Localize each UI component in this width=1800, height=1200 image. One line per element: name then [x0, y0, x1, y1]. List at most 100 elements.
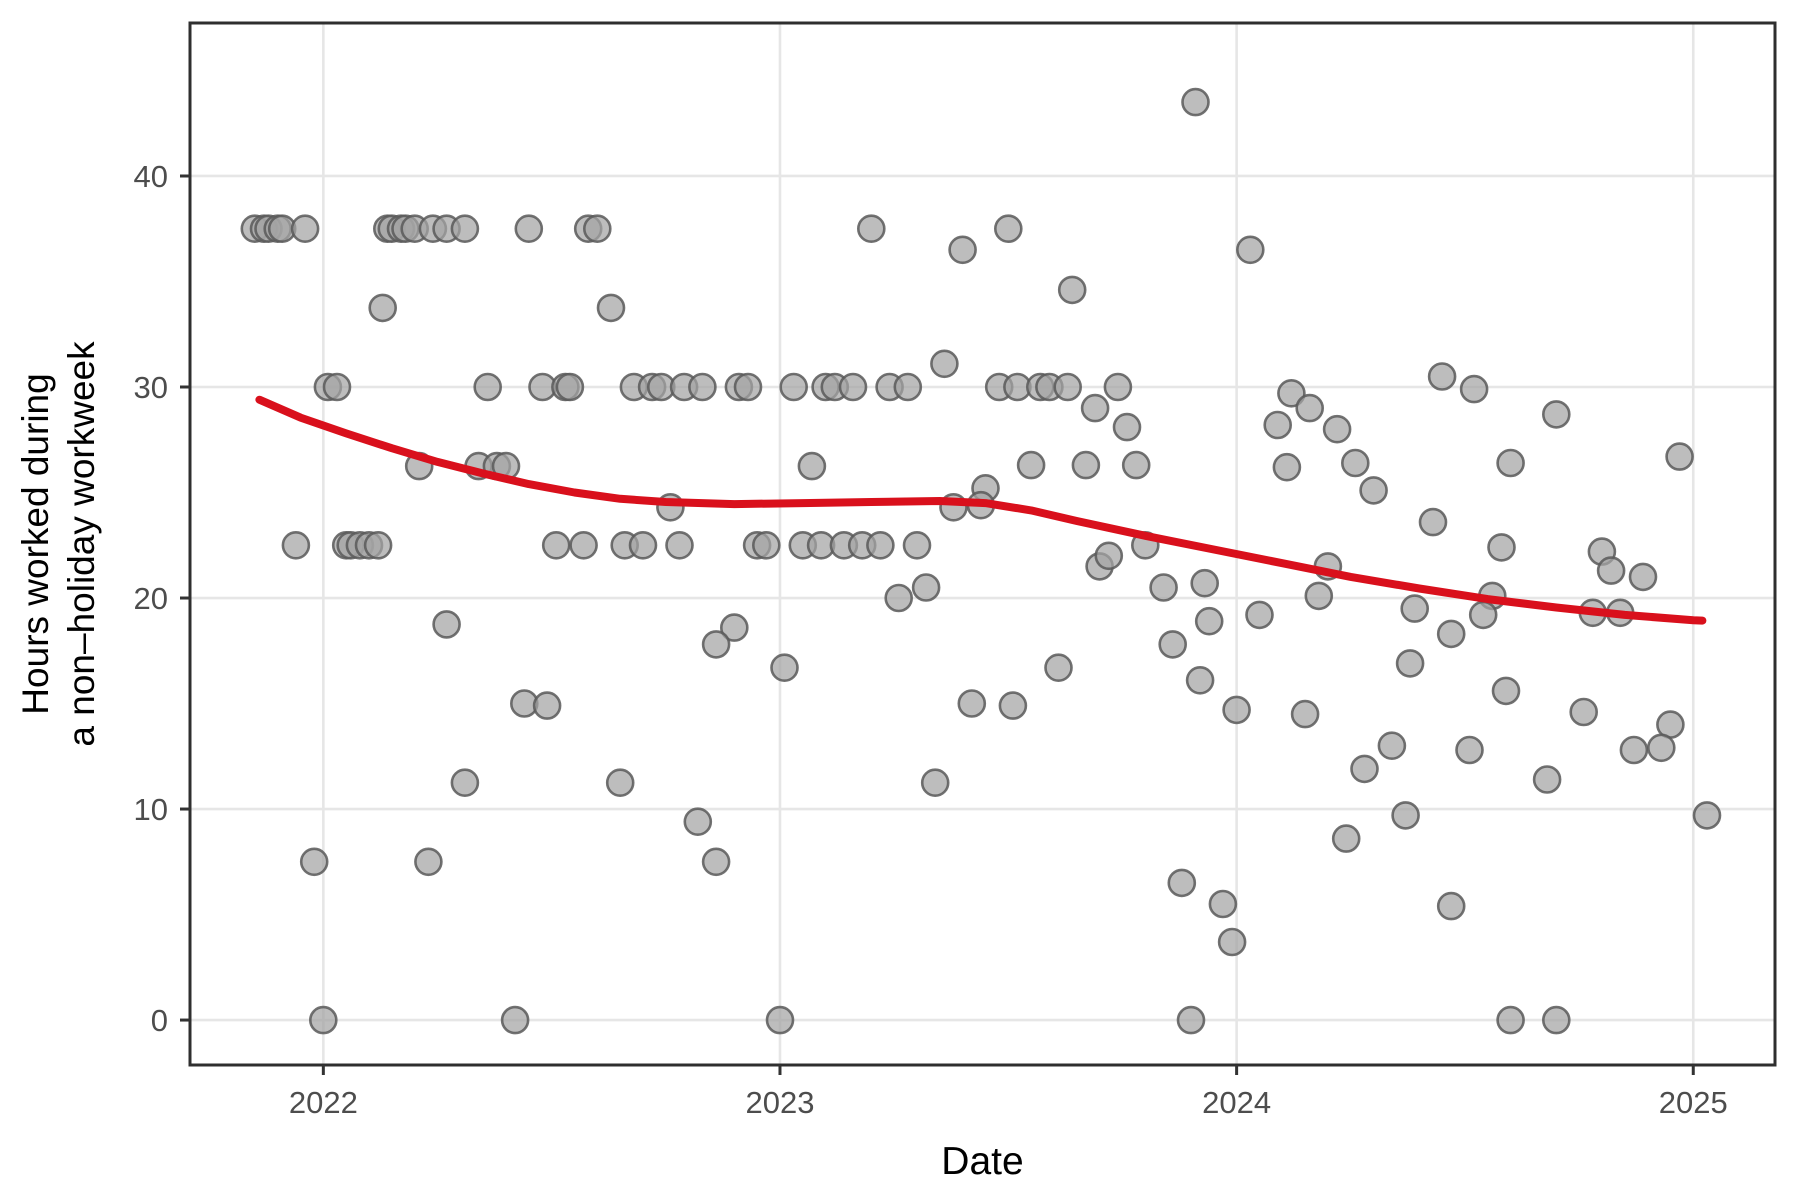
data-point: [1290, 699, 1320, 729]
data-point: [1208, 889, 1238, 919]
data-point: [628, 530, 658, 560]
data-point: [1185, 665, 1215, 695]
data-point: [948, 235, 977, 265]
data-point: [1455, 735, 1484, 765]
data-point: [290, 214, 320, 243]
data-point: [765, 1005, 795, 1035]
data-point: [1647, 733, 1676, 763]
data-point: [1692, 801, 1722, 830]
data-point: [911, 573, 941, 602]
data-point: [1158, 630, 1187, 659]
data-point: [770, 653, 799, 683]
y-tick-label: 0: [151, 1003, 168, 1038]
data-point: [473, 372, 503, 402]
data-point: [733, 372, 763, 402]
data-point: [1341, 448, 1370, 478]
data-point: [1331, 824, 1361, 853]
y-tick-label: 10: [134, 792, 168, 827]
data-point: [514, 214, 544, 243]
x-tick-label: 2024: [1202, 1085, 1271, 1120]
data-point: [1094, 541, 1124, 571]
data-point: [414, 847, 443, 877]
data-point: [555, 372, 585, 402]
data-point: [432, 610, 461, 639]
data-point: [779, 372, 809, 402]
loess-smooth-line: [255, 395, 1707, 625]
data-point: [701, 847, 731, 877]
data-point: [1057, 275, 1087, 305]
data-point: [1665, 442, 1694, 471]
y-tick-label: 30: [134, 370, 168, 405]
data-point: [1418, 507, 1448, 537]
y-axis-title-line1: Hours worked during: [15, 373, 56, 714]
data-point: [1542, 1005, 1571, 1035]
x-tick-label: 2023: [745, 1085, 814, 1120]
data-point: [308, 1005, 338, 1035]
data-point: [450, 768, 480, 798]
data-point: [683, 807, 713, 837]
data-point: [541, 530, 571, 560]
data-point: [719, 613, 749, 642]
data-point: [1044, 653, 1073, 683]
data-point: [1377, 731, 1407, 761]
data-point: [1436, 619, 1466, 649]
data-point: [838, 372, 868, 402]
data-point: [1217, 927, 1247, 957]
data-point: [1569, 697, 1598, 727]
data-point: [751, 530, 781, 560]
data-point: [1071, 450, 1101, 480]
data-point: [450, 214, 480, 243]
data-point: [1427, 362, 1457, 391]
data-point: [1322, 414, 1352, 444]
x-axis-title: Date: [941, 1140, 1023, 1183]
data-point: [1596, 556, 1626, 585]
data-point: [605, 768, 635, 798]
data-point: [1295, 393, 1324, 423]
data-point: [902, 530, 932, 560]
data-point: [920, 768, 950, 798]
data-point: [866, 530, 895, 560]
y-tick-label: 20: [134, 581, 168, 616]
data-point: [281, 530, 311, 560]
data-point: [1053, 372, 1082, 402]
data-point: [500, 1005, 530, 1035]
data-point: [1359, 476, 1388, 505]
data-point: [1436, 891, 1466, 921]
panel-border: [188, 21, 1777, 1067]
data-point: [1400, 594, 1429, 623]
y-tick-label: 40: [134, 159, 168, 194]
x-tick-label: 2022: [289, 1085, 358, 1120]
data-point: [1080, 393, 1110, 423]
data-point: [1496, 448, 1525, 478]
data-point: [1167, 868, 1197, 898]
data-point: [1181, 87, 1210, 117]
data-point: [1245, 600, 1274, 630]
data-point: [569, 530, 598, 560]
data-point: [1263, 410, 1292, 440]
data-point: [1468, 600, 1498, 630]
data-point: [1222, 695, 1251, 725]
data-point: [957, 689, 987, 718]
data-point: [1112, 412, 1142, 442]
data-point: [688, 372, 717, 402]
data-point: [1391, 801, 1420, 830]
data-point: [998, 691, 1028, 720]
data-point: [1532, 765, 1562, 794]
data-point: [1491, 676, 1521, 706]
data-point: [532, 691, 562, 720]
data-point: [665, 530, 694, 560]
data-point: [1459, 374, 1489, 404]
data-point: [1016, 450, 1046, 480]
data-point: [1121, 450, 1151, 480]
data-point: [1194, 606, 1224, 636]
data-point: [893, 372, 923, 402]
data-point: [701, 630, 731, 659]
data-point: [993, 214, 1023, 243]
data-point: [363, 530, 393, 560]
data-point: [1304, 581, 1334, 611]
x-tick-label: 2025: [1659, 1085, 1728, 1120]
data-point: [299, 847, 329, 877]
data-point: [596, 293, 626, 323]
